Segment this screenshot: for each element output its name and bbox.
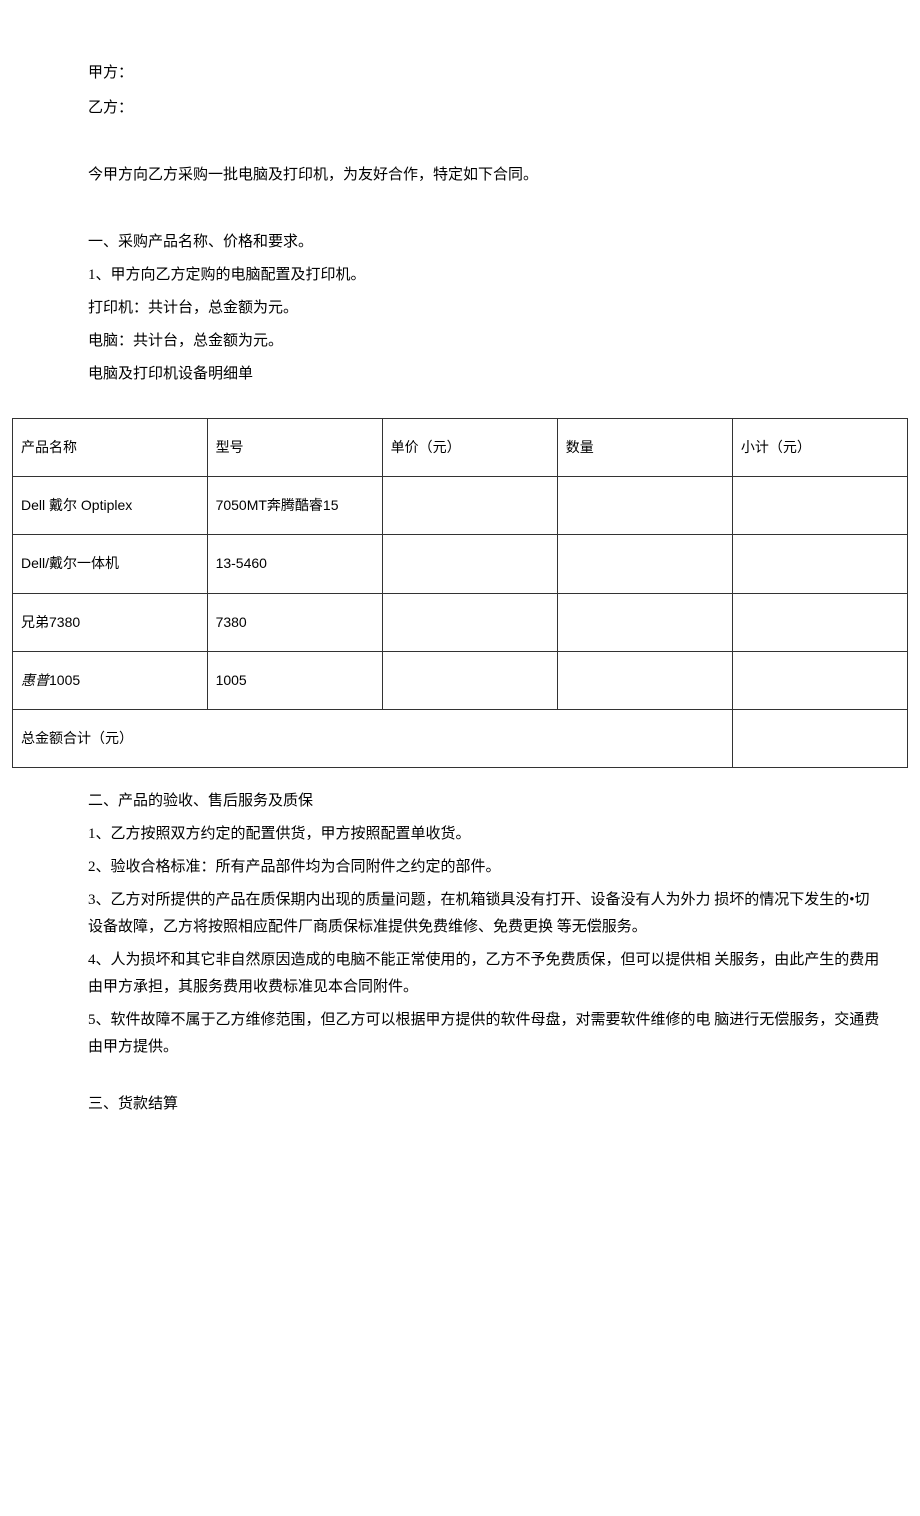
cell-unit-price [382, 477, 557, 535]
section-one-item1: 1、甲方向乙方定购的电脑配置及打印机。 [88, 262, 880, 289]
printer-line: 打印机：共计台，总金额为元。 [88, 295, 880, 322]
intro-text: 今甲方向乙方采购一批电脑及打印机，为友好合作，特定如下合同。 [40, 162, 880, 189]
cell-name-suffix: 1005 [49, 672, 80, 688]
section-two-item1: 1、乙方按照双方约定的配置供货，甲方按照配置单收货。 [88, 821, 880, 848]
header-model: 型号 [207, 419, 382, 477]
cell-quantity [557, 651, 732, 709]
section-two-item3: 3、乙方对所提供的产品在质保期内出现的质量问题，在机箱锁具没有打开、设备没有人为… [88, 887, 880, 941]
total-value [732, 709, 907, 767]
header-subtotal: 小计（元） [732, 419, 907, 477]
table-row: 兄弟7380 7380 [13, 593, 908, 651]
table-row: 惠普1005 1005 [13, 651, 908, 709]
header-unit-price: 单价（元） [382, 419, 557, 477]
cell-subtotal [732, 535, 907, 593]
detail-title: 电脑及打印机设备明细单 [88, 361, 880, 388]
contract-document: 甲方： 乙方： 今甲方向乙方采购一批电脑及打印机，为友好合作，特定如下合同。 一… [40, 60, 880, 1118]
cell-model: 13-5460 [207, 535, 382, 593]
table-header-row: 产品名称 型号 单价（元） 数量 小计（元） [13, 419, 908, 477]
party-b-line: 乙方： [88, 95, 880, 122]
header-name: 产品名称 [13, 419, 208, 477]
cell-unit-price [382, 593, 557, 651]
computer-line: 电脑：共计台，总金额为元。 [88, 328, 880, 355]
cell-name-italic: 惠普 [21, 672, 49, 688]
table-total-row: 总金额合计（元） [13, 709, 908, 767]
cell-quantity [557, 535, 732, 593]
cell-name: 惠普1005 [13, 651, 208, 709]
cell-model: 7050MT奔腾酷睿15 [207, 477, 382, 535]
cell-unit-price [382, 651, 557, 709]
equipment-table: 产品名称 型号 单价（元） 数量 小计（元） Dell 戴尔 Optiplex … [12, 418, 908, 768]
cell-subtotal [732, 651, 907, 709]
table-row: Dell/戴尔一体机 13-5460 [13, 535, 908, 593]
party-a-line: 甲方： [88, 60, 880, 87]
section-two-item4: 4、人为损坏和其它非自然原因造成的电脑不能正常使用的，乙方不予免费质保，但可以提… [88, 947, 880, 1001]
cell-quantity [557, 593, 732, 651]
cell-subtotal [732, 593, 907, 651]
header-quantity: 数量 [557, 419, 732, 477]
section-two: 二、产品的验收、售后服务及质保 1、乙方按照双方约定的配置供货，甲方按照配置单收… [40, 788, 880, 1061]
table-row: Dell 戴尔 Optiplex 7050MT奔腾酷睿15 [13, 477, 908, 535]
section-one-title: 一、采购产品名称、价格和要求。 [88, 229, 880, 256]
cell-model: 7380 [207, 593, 382, 651]
cell-quantity [557, 477, 732, 535]
total-label: 总金额合计（元） [13, 709, 733, 767]
section-two-item5: 5、软件故障不属于乙方维修范围，但乙方可以根据甲方提供的软件母盘，对需要软件维修… [88, 1007, 880, 1061]
cell-model: 1005 [207, 651, 382, 709]
cell-name: 兄弟7380 [13, 593, 208, 651]
cell-name: Dell/戴尔一体机 [13, 535, 208, 593]
section-two-item2: 2、验收合格标准：所有产品部件均为合同附件之约定的部件。 [88, 854, 880, 881]
section-three-title: 三、货款结算 [88, 1091, 880, 1118]
section-two-title: 二、产品的验收、售后服务及质保 [88, 788, 880, 815]
section-one: 一、采购产品名称、价格和要求。 1、甲方向乙方定购的电脑配置及打印机。 打印机：… [40, 229, 880, 388]
cell-subtotal [732, 477, 907, 535]
parties-section: 甲方： 乙方： [40, 60, 880, 122]
cell-name: Dell 戴尔 Optiplex [13, 477, 208, 535]
section-three: 三、货款结算 [40, 1091, 880, 1118]
cell-unit-price [382, 535, 557, 593]
